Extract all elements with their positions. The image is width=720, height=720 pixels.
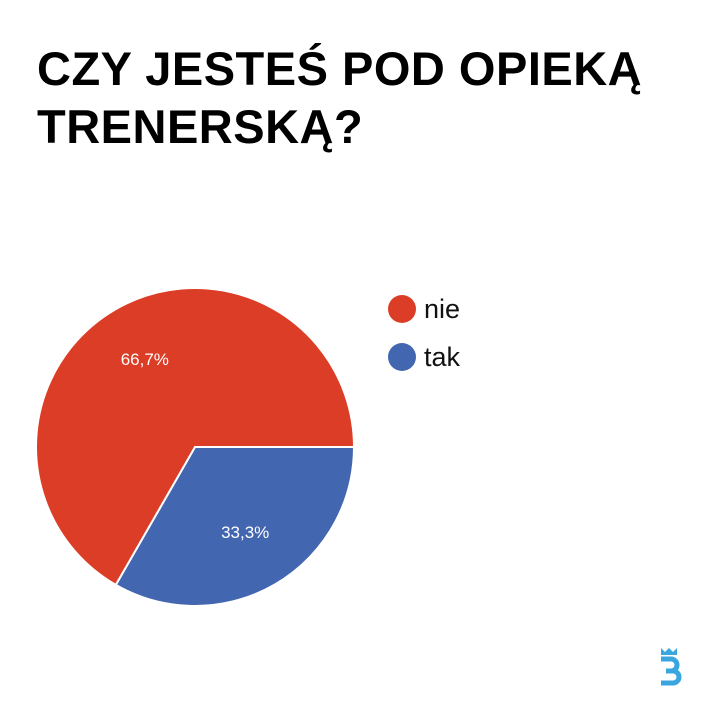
legend-swatch-tak [388,343,416,371]
data-label-tak: 33,3% [221,523,269,542]
legend-item-tak: tak [388,333,460,381]
legend-swatch-nie [388,295,416,323]
legend: nie tak [388,285,460,381]
bracket-s-logo-icon [661,648,682,686]
legend-item-nie: nie [388,285,460,333]
pie-slice-tak [114,446,356,607]
legend-label-nie: nie [424,293,461,324]
chart-title: CZY JESTEŚ POD OPIEKĄ TRENERSKĄ? [37,42,643,153]
pie-slice-nie [35,287,356,587]
data-label-nie: 66,7% [121,350,169,369]
legend-label-tak: tak [424,341,461,372]
